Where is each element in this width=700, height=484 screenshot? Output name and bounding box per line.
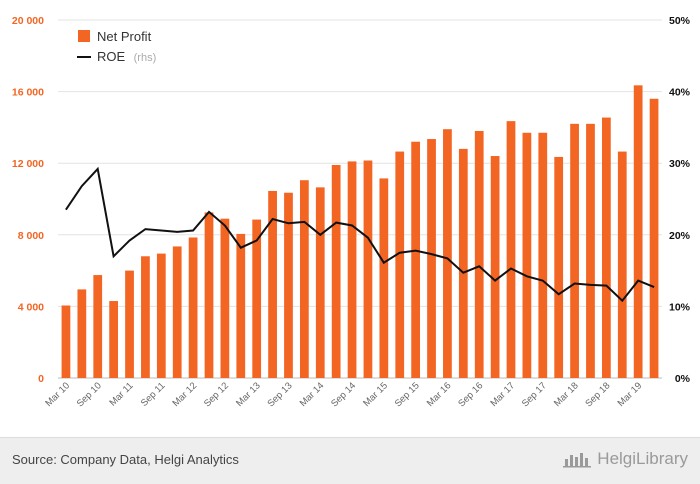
bar-net-profit [125,270,134,378]
bar-net-profit [315,187,325,378]
legend-label-net-profit: Net Profit [97,29,152,44]
x-tick-label: Sep 17 [520,380,549,409]
brand-name: HelgiLibrary [597,449,688,468]
y-left-tick-label: 20 000 [12,15,44,27]
legend-swatch-net-profit [78,30,90,42]
legend-roe-suffix: (rhs) [134,52,157,64]
left-axis-ticks: 0 4 000 8 000 12 000 16 000 20 000 [12,15,44,385]
legend: Net Profit ROE (rhs) [77,29,156,65]
bar-net-profit [204,212,214,378]
y-right-tick-label: 20% [669,230,691,242]
bar-net-profit [141,256,150,378]
x-tick-label: Mar 11 [107,380,135,408]
y-right-tick-label: 40% [669,87,691,99]
bar-net-profit [252,219,262,378]
bar-net-profit [77,289,87,378]
bar-net-profit [109,301,119,378]
source-text: Source: Company Data, Helgi Analytics [12,452,239,467]
y-right-tick-label: 0% [675,373,691,385]
x-tick-label: Mar 17 [488,380,517,409]
brand-logo[interactable]: HelgiLibrary [563,449,688,469]
x-tick-label: Sep 13 [266,380,295,409]
x-tick-label: Mar 16 [425,380,454,409]
right-axis-ticks: 0% 10% 20% 30% 40% 50% [669,15,691,385]
bar-net-profit [506,121,516,378]
bar-net-profit [411,141,421,378]
x-tick-label: Mar 14 [298,380,327,409]
x-tick-label: Mar 12 [171,380,200,409]
x-tick-label: Mar 15 [361,380,390,409]
x-tick-label: Sep 10 [75,380,104,409]
bar-net-profit [395,151,405,378]
y-left-tick-label: 12 000 [12,158,44,170]
roe-line [65,166,655,303]
bar-net-profit [490,156,500,378]
bar-net-profit [443,129,452,378]
combo-chart: 0 4 000 8 000 12 000 16 000 20 000 0% 10% 20% 30… [12,15,691,409]
bar-net-profit [284,192,293,378]
bar-net-profit [363,160,373,378]
x-tick-label: Sep 14 [329,380,358,409]
bar-net-profit [474,130,484,378]
x-tick-label: Mar 18 [552,380,581,409]
x-tick-label: Mar 13 [234,380,263,409]
bar-net-profit [649,98,659,378]
y-left-tick-label: 8 000 [18,230,44,242]
net-profit-bars [61,85,659,379]
legend-roe-name: ROE [97,49,126,64]
bar-net-profit [172,246,182,378]
bar-net-profit [427,139,436,378]
legend-label-roe: ROE (rhs) [97,48,156,65]
x-tick-label: Sep 11 [139,380,168,409]
footer: Source: Company Data, Helgi Analytics He… [0,437,700,484]
x-axis-ticks: Mar 10 Sep 10 Mar 11 Sep 11 Mar 12 Sep 12 Mar … [43,380,644,409]
bar-net-profit [188,237,198,378]
bar-net-profit [268,190,277,378]
bar-net-profit [347,161,357,378]
x-tick-label: Sep 15 [393,380,422,409]
x-tick-label: Sep 18 [583,380,612,409]
y-left-tick-label: 16 000 [12,87,44,99]
y-left-tick-label: 4 000 [18,301,44,313]
bar-net-profit [617,151,627,378]
y-right-tick-label: 10% [669,301,691,313]
x-tick-label: Sep 16 [456,380,485,409]
x-tick-label: Mar 19 [616,380,645,409]
bar-net-profit [331,164,341,378]
helgi-logo-icon [563,453,592,468]
bar-net-profit [379,178,389,378]
y-left-tick-label: 0 [38,373,44,385]
bar-net-profit [538,132,548,378]
y-right-tick-label: 50% [669,15,691,27]
bar-net-profit [458,148,468,378]
bar-net-profit [554,156,564,378]
bar-net-profit [236,233,246,378]
bar-net-profit [570,123,579,378]
bar-net-profit [633,85,643,379]
bar-net-profit [220,218,230,378]
y-right-tick-label: 30% [669,158,691,170]
x-tick-label: Mar 10 [43,380,72,409]
x-tick-label: Sep 12 [202,380,231,409]
bar-net-profit [522,132,532,378]
bar-net-profit [61,305,71,378]
bar-net-profit [93,275,103,378]
bar-net-profit [299,180,309,378]
bar-net-profit [586,123,595,378]
bar-net-profit [156,253,166,378]
bar-net-profit [601,117,611,379]
